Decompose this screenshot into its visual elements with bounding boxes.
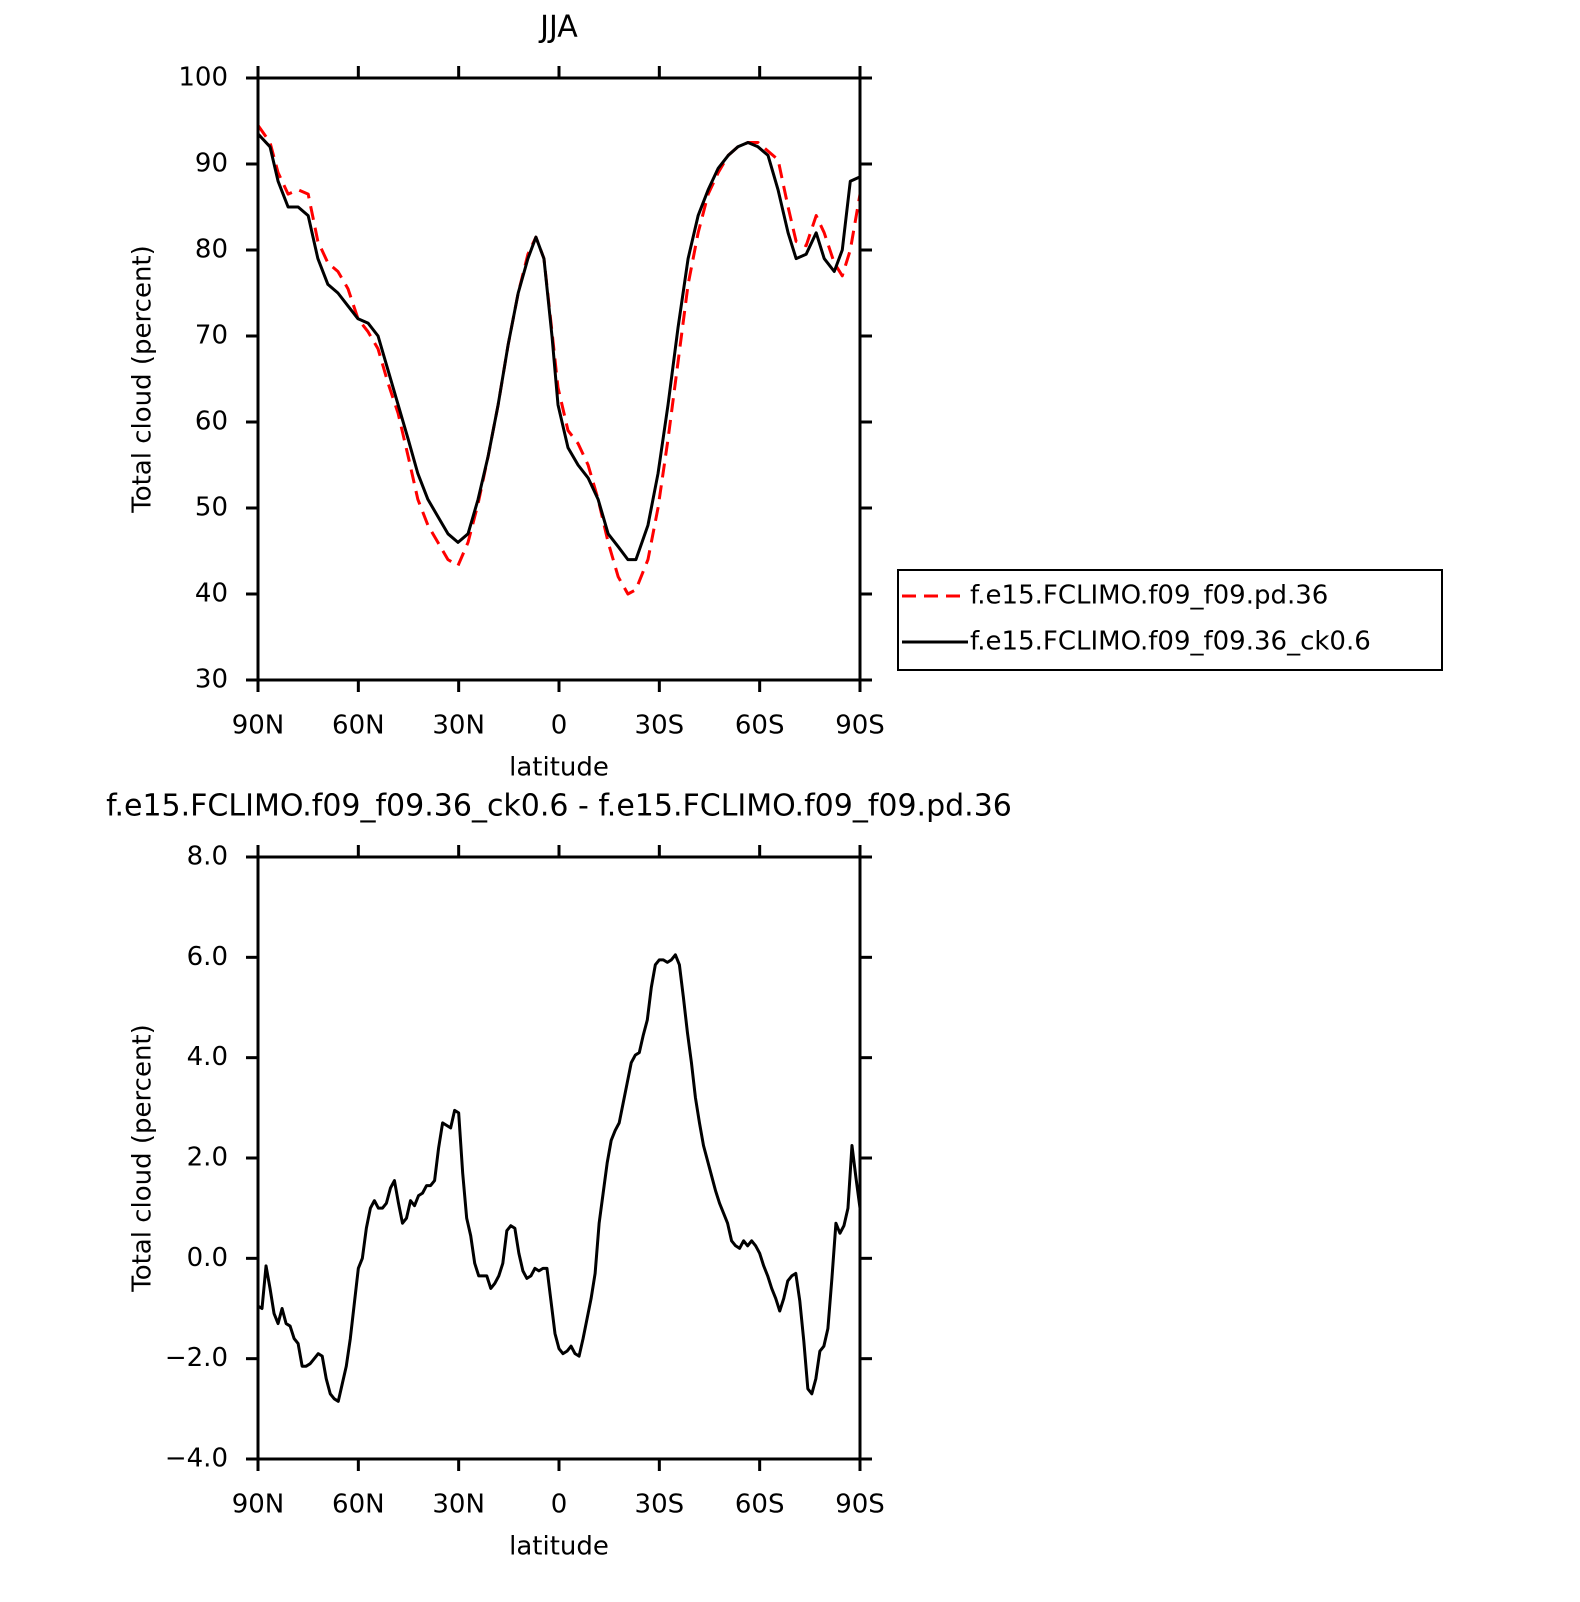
chart-title: JJA	[538, 10, 578, 45]
y-tick-label: 4.0	[187, 1042, 228, 1072]
x-tick-label: 90S	[835, 1490, 885, 1520]
y-tick-label: 50	[195, 493, 228, 523]
y-tick-label: 40	[195, 579, 228, 609]
y-tick-label: 8.0	[187, 842, 228, 872]
plot-frame	[256, 855, 862, 1461]
x-tick-label: 0	[551, 711, 568, 741]
x-tick-label: 30N	[432, 711, 485, 741]
x-tick-label: 60N	[332, 711, 385, 741]
x-tick-label: 30N	[432, 1490, 485, 1520]
y-tick-label: 6.0	[187, 942, 228, 972]
y-tick-label: 30	[195, 665, 228, 695]
y-tick-label: 70	[195, 321, 228, 351]
data-line	[256, 132, 861, 562]
x-tick-label: 60S	[735, 1490, 785, 1520]
x-tick-label: 90N	[232, 1490, 285, 1520]
chart-title: f.e15.FCLIMO.f09_f09.36_ck0.6 - f.e15.FC…	[106, 789, 1012, 824]
plot-frame	[256, 76, 862, 682]
x-axis-label: latitude	[509, 1532, 609, 1562]
legend-box	[897, 569, 1443, 671]
x-tick-label: 90S	[835, 711, 885, 741]
y-tick-label: 90	[195, 149, 228, 179]
y-axis-label: Total cloud (percent)	[128, 1024, 158, 1293]
data-line	[257, 953, 862, 1403]
y-axis-label: Total cloud (percent)	[128, 245, 158, 514]
y-tick-label: 100	[178, 63, 228, 93]
x-tick-label: 30S	[635, 711, 685, 741]
y-tick-label: 0.0	[187, 1243, 228, 1273]
x-tick-label: 90N	[232, 711, 285, 741]
data-line	[256, 124, 862, 596]
x-tick-label: 0	[551, 1490, 568, 1520]
y-tick-label: 80	[195, 235, 228, 265]
y-tick-label: −4.0	[165, 1444, 228, 1474]
legend-label: f.e15.FCLIMO.f09_f09.pd.36	[970, 581, 1328, 611]
x-tick-label: 60S	[735, 711, 785, 741]
x-tick-label: 30S	[635, 1490, 685, 1520]
legend-label: f.e15.FCLIMO.f09_f09.36_ck0.6	[970, 627, 1371, 657]
x-tick-label: 60N	[332, 1490, 385, 1520]
x-axis-label: latitude	[509, 753, 609, 783]
y-tick-label: −2.0	[165, 1343, 228, 1373]
y-tick-label: 60	[195, 407, 228, 437]
y-tick-label: 2.0	[187, 1143, 228, 1173]
